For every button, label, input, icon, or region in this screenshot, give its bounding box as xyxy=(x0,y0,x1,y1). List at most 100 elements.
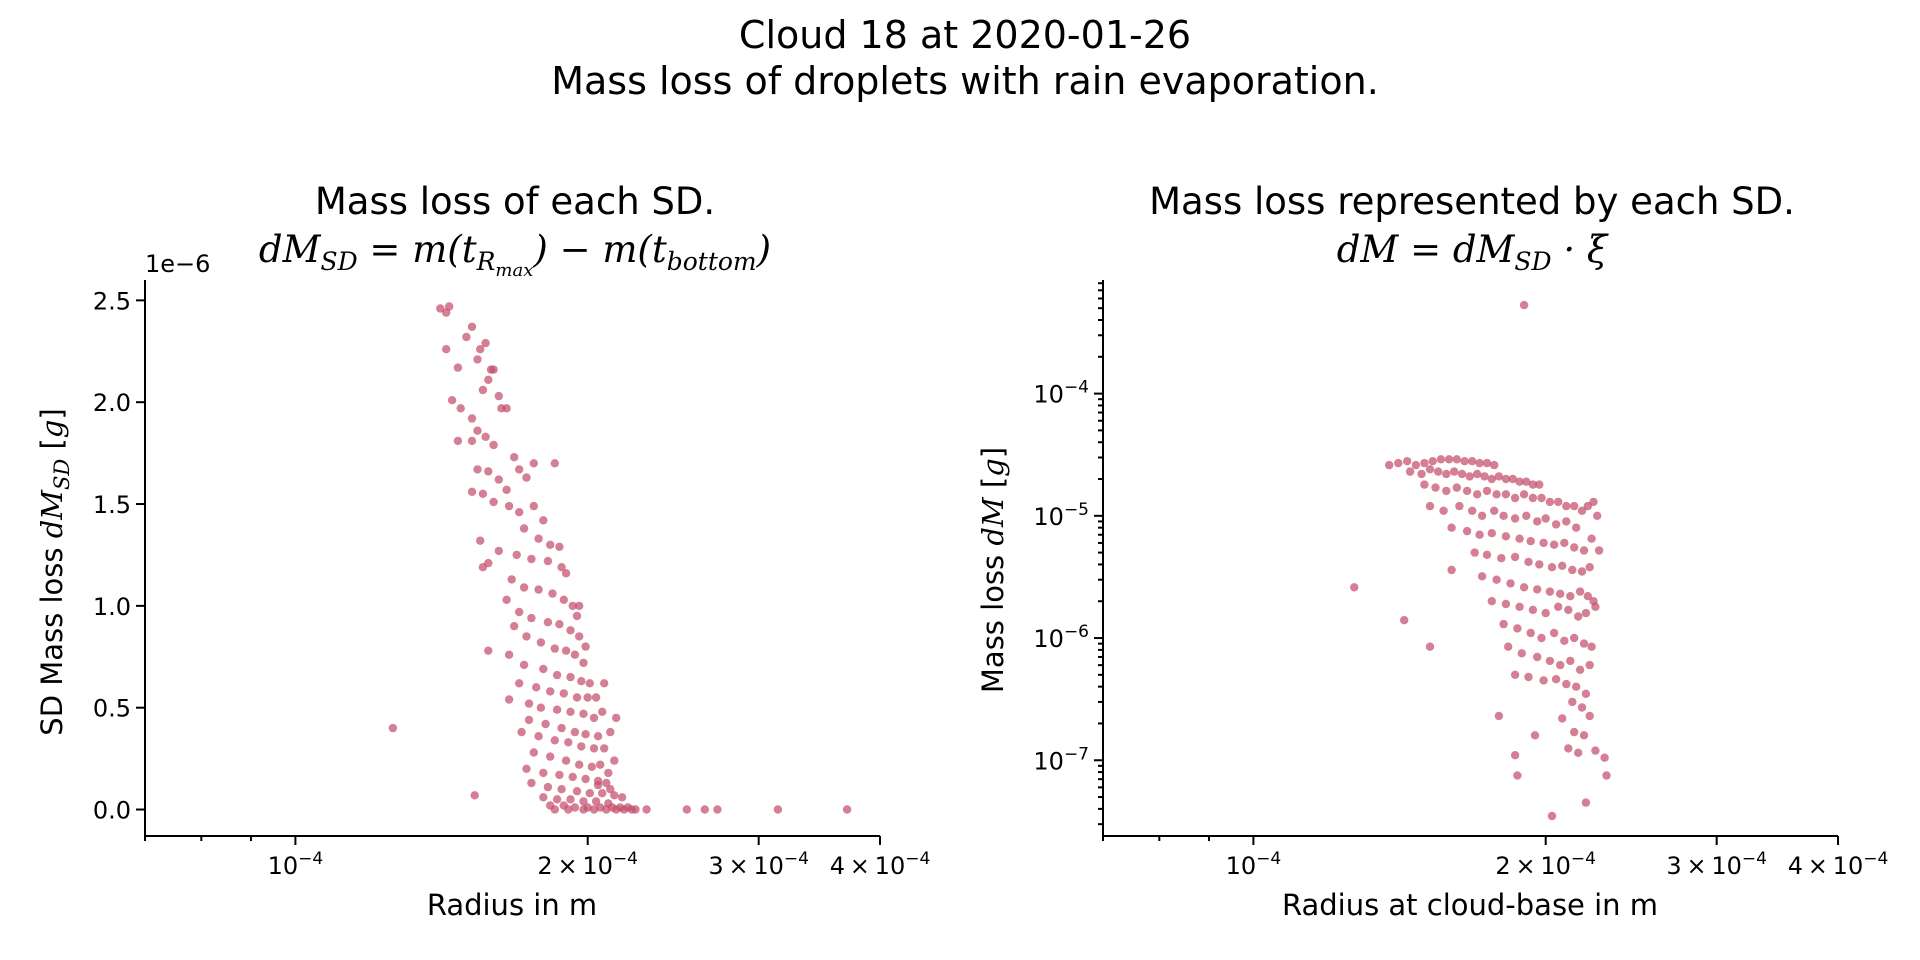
data-point xyxy=(1537,493,1546,503)
data-point xyxy=(1490,460,1499,470)
y-tick-label: 1.5 xyxy=(93,491,131,519)
data-point xyxy=(543,782,553,792)
data-point xyxy=(555,542,564,551)
data-point xyxy=(598,707,607,716)
data-point xyxy=(1436,455,1446,464)
data-point xyxy=(470,791,479,800)
data-point xyxy=(1519,583,1529,592)
data-point xyxy=(1572,523,1581,532)
data-point xyxy=(502,404,511,413)
data-point xyxy=(484,467,493,476)
data-point xyxy=(1475,530,1484,539)
x-tick-label: 10−4 xyxy=(1226,849,1282,880)
right-y-axis-label: Mass loss dM [g] xyxy=(976,447,1010,693)
data-point xyxy=(1581,608,1591,618)
data-point xyxy=(1473,469,1482,479)
data-point xyxy=(579,805,588,814)
x-tick-label: 4 × 10−4 xyxy=(1788,849,1889,880)
data-point xyxy=(566,707,575,716)
data-point xyxy=(1539,676,1548,685)
data-point xyxy=(589,744,599,753)
y-tick-label: 0.0 xyxy=(93,797,131,825)
data-point xyxy=(1473,490,1482,499)
figure-title-line2: Mass loss of droplets with rain evaporat… xyxy=(551,59,1379,103)
data-point xyxy=(1533,585,1542,594)
data-point xyxy=(1515,477,1524,486)
data-point xyxy=(1591,602,1600,611)
data-point xyxy=(529,748,538,757)
data-point xyxy=(1579,731,1589,740)
data-point xyxy=(1490,506,1499,515)
data-point xyxy=(1528,605,1538,615)
data-point xyxy=(1442,469,1451,479)
data-point xyxy=(1562,679,1571,689)
data-point xyxy=(524,715,534,725)
data-point xyxy=(1564,605,1573,615)
data-point xyxy=(1442,486,1451,496)
data-point xyxy=(700,805,709,814)
data-point xyxy=(773,805,783,814)
right-plot-formula: dM = dMSD · ξ xyxy=(1337,228,1609,276)
data-point xyxy=(1537,633,1546,643)
data-point xyxy=(570,650,580,659)
data-point xyxy=(453,436,463,446)
data-point xyxy=(1450,467,1459,476)
y-tick-label: 1.0 xyxy=(93,593,131,621)
data-point xyxy=(1492,490,1501,499)
data-point xyxy=(842,805,852,814)
data-point xyxy=(579,658,588,668)
data-point xyxy=(1566,656,1575,666)
data-point xyxy=(546,540,555,549)
data-point xyxy=(552,670,562,680)
data-point xyxy=(478,489,488,498)
data-point xyxy=(529,501,538,511)
data-point xyxy=(1566,592,1575,601)
x-tick-label: 4 × 10−4 xyxy=(830,849,931,880)
data-point xyxy=(1444,455,1454,464)
data-point xyxy=(1572,682,1581,691)
data-point xyxy=(600,744,609,753)
data-point xyxy=(534,732,543,741)
data-point xyxy=(552,705,562,714)
data-point xyxy=(572,787,582,796)
data-point xyxy=(561,569,571,578)
data-point xyxy=(1526,628,1535,638)
data-point xyxy=(1585,711,1594,721)
y-tick-label: 2.5 xyxy=(93,287,131,315)
data-point xyxy=(1501,474,1511,484)
data-point xyxy=(1545,656,1555,666)
data-point xyxy=(550,459,559,468)
left-plot-formula: dMSD = m(tRmax) − m(tbottom) xyxy=(259,228,771,281)
data-point xyxy=(1468,506,1477,515)
data-point xyxy=(610,791,619,800)
data-point xyxy=(596,760,605,769)
data-point xyxy=(1574,748,1583,757)
data-point xyxy=(561,756,571,765)
data-point xyxy=(579,709,588,718)
data-point xyxy=(1570,501,1579,511)
data-point xyxy=(555,620,564,629)
data-point xyxy=(481,338,490,348)
data-point xyxy=(642,805,651,814)
data-point xyxy=(1570,633,1579,643)
data-point xyxy=(557,785,566,794)
data-point xyxy=(462,332,471,342)
data-point xyxy=(494,475,503,484)
data-point xyxy=(536,638,546,647)
data-point xyxy=(1457,469,1467,479)
data-point xyxy=(1482,458,1492,468)
data-point xyxy=(593,732,603,741)
data-point xyxy=(1530,731,1540,740)
data-point xyxy=(591,797,601,806)
data-point xyxy=(519,583,529,592)
data-point xyxy=(1455,501,1464,511)
data-point xyxy=(536,703,546,712)
data-point xyxy=(1482,486,1492,496)
data-point xyxy=(532,683,541,692)
data-point xyxy=(1541,608,1550,618)
data-point xyxy=(557,563,566,572)
data-point xyxy=(527,554,536,564)
data-point xyxy=(1468,457,1477,466)
data-point xyxy=(1428,457,1437,466)
data-point xyxy=(1501,490,1511,499)
